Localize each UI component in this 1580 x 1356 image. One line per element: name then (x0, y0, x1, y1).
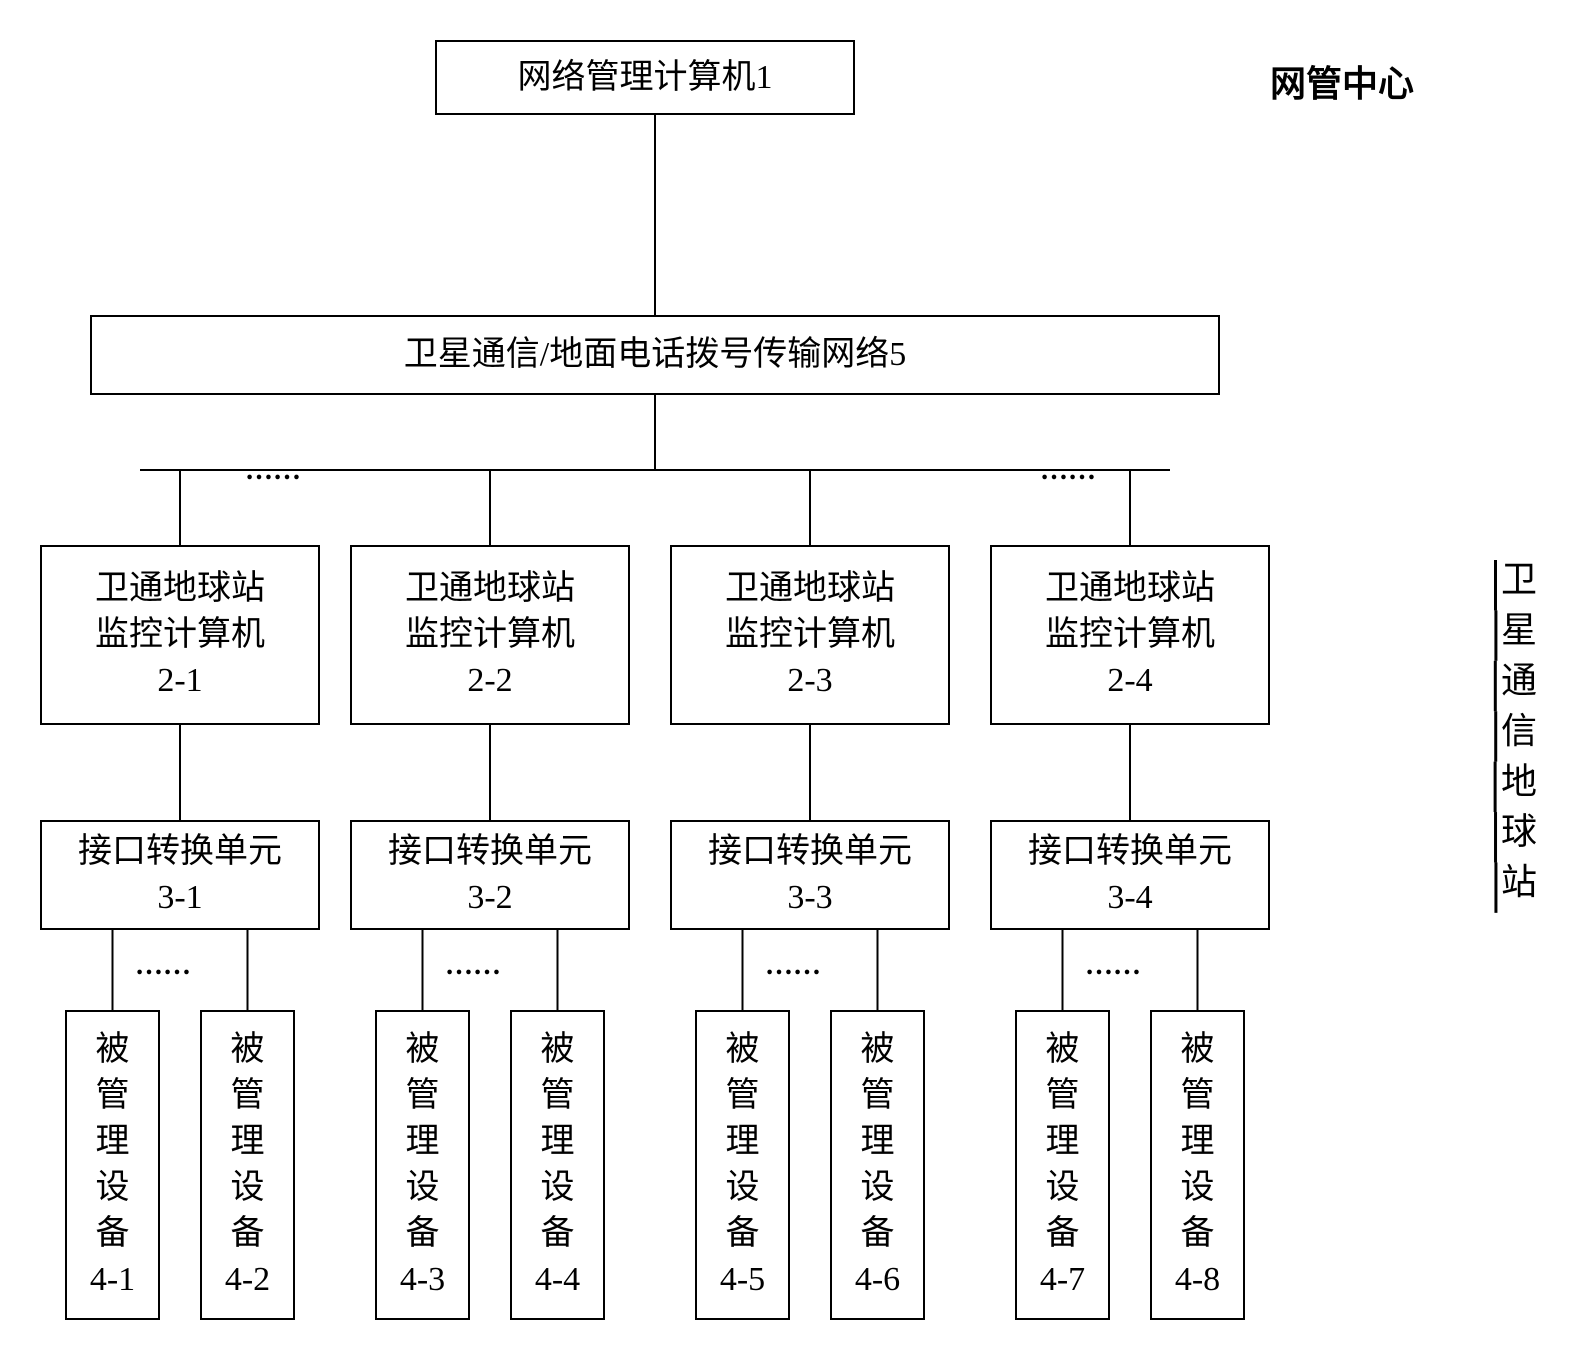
node-if1: 接口转换单元 3-1 (40, 820, 320, 930)
ellipsis-marker: …… (135, 950, 191, 982)
node-dev4: 被 管 理 设 备 4-4 (510, 1010, 605, 1320)
node-mon2: 卫通地球站 监控计算机 2-2 (350, 545, 630, 725)
side-label-network-center: 网管中心 (1270, 55, 1414, 107)
node-dev7: 被 管 理 设 备 4-7 (1015, 1010, 1110, 1320)
node-net: 卫星通信/地面电话拨号传输网络5 (90, 315, 1220, 395)
node-dev2: 被 管 理 设 备 4-2 (200, 1010, 295, 1320)
side-label-earth-station: 卫星通信地球站 (1490, 560, 1542, 913)
ellipsis-marker: …… (1040, 455, 1096, 487)
node-mon4: 卫通地球站 监控计算机 2-4 (990, 545, 1270, 725)
node-dev5: 被 管 理 设 备 4-5 (695, 1010, 790, 1320)
node-dev3: 被 管 理 设 备 4-3 (375, 1010, 470, 1320)
ellipsis-marker: …… (765, 950, 821, 982)
node-dev8: 被 管 理 设 备 4-8 (1150, 1010, 1245, 1320)
node-if4: 接口转换单元 3-4 (990, 820, 1270, 930)
ellipsis-marker: …… (245, 455, 301, 487)
node-dev1: 被 管 理 设 备 4-1 (65, 1010, 160, 1320)
network-tree-diagram: 网络管理计算机1卫星通信/地面电话拨号传输网络5卫通地球站 监控计算机 2-1卫… (40, 40, 1540, 1316)
node-mon1: 卫通地球站 监控计算机 2-1 (40, 545, 320, 725)
node-if2: 接口转换单元 3-2 (350, 820, 630, 930)
ellipsis-marker: …… (445, 950, 501, 982)
node-dev6: 被 管 理 设 备 4-6 (830, 1010, 925, 1320)
ellipsis-marker: …… (1085, 950, 1141, 982)
node-mon3: 卫通地球站 监控计算机 2-3 (670, 545, 950, 725)
node-if3: 接口转换单元 3-3 (670, 820, 950, 930)
node-root: 网络管理计算机1 (435, 40, 855, 115)
